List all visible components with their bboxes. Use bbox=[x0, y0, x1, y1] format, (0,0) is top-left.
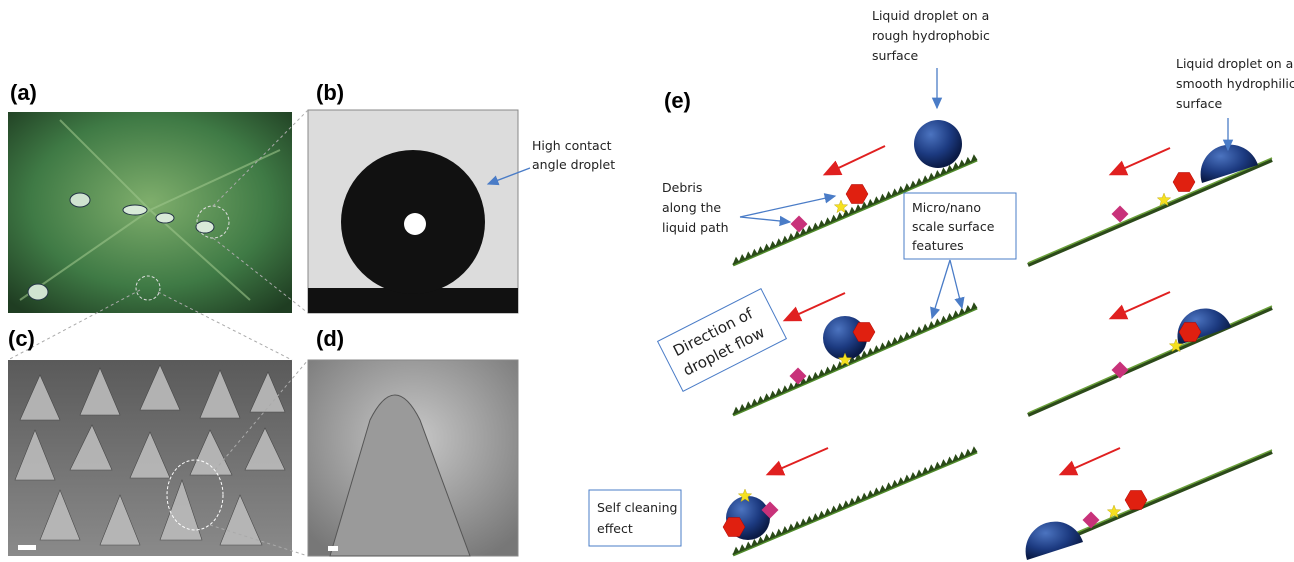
debris-hexagon bbox=[846, 184, 868, 203]
callout-arrow bbox=[950, 260, 962, 308]
panel-b bbox=[308, 110, 518, 313]
panel-label: (e) bbox=[664, 88, 691, 113]
annotation: along the bbox=[662, 200, 721, 215]
panel-label: (d) bbox=[316, 326, 344, 351]
annotation: features bbox=[912, 238, 964, 253]
debris-hexagon bbox=[1173, 172, 1195, 191]
surface bbox=[1028, 308, 1272, 415]
callout-box bbox=[589, 490, 681, 546]
annotation: smooth hydrophilic bbox=[1176, 76, 1294, 91]
annotation: surface bbox=[1176, 96, 1223, 111]
callout-arrow bbox=[932, 260, 950, 318]
droplet bbox=[914, 120, 962, 168]
panel-a bbox=[8, 112, 292, 313]
flow-arrow bbox=[1066, 448, 1120, 472]
annotation: surface bbox=[872, 48, 919, 63]
surface-features bbox=[733, 447, 977, 555]
annotation: angle droplet bbox=[532, 157, 615, 172]
panel-label: (b) bbox=[316, 80, 344, 105]
callout-arrow bbox=[740, 217, 790, 222]
annotation: High contact bbox=[532, 138, 612, 153]
surface bbox=[1028, 306, 1272, 413]
annotation: Micro/nano bbox=[912, 200, 981, 215]
debris-diamond bbox=[791, 216, 808, 233]
panel-c bbox=[8, 360, 292, 556]
flow-box: Direction of droplet flow bbox=[658, 289, 787, 392]
annotation: rough hydrophobic bbox=[872, 28, 990, 43]
annotation: scale surface bbox=[912, 219, 995, 234]
panel-label: (c) bbox=[8, 326, 35, 351]
panel-e bbox=[723, 120, 1272, 560]
annotation: Liquid droplet on a bbox=[1176, 56, 1293, 71]
flow-arrow bbox=[1116, 292, 1170, 316]
droplet bbox=[1026, 522, 1083, 560]
annotation: Self cleaning bbox=[597, 500, 677, 515]
debris-diamond bbox=[1112, 206, 1129, 223]
figure: (a) (b) (c) (d) (e) High contact angle d… bbox=[0, 0, 1294, 562]
annotation: effect bbox=[597, 521, 633, 536]
annotation: Debris bbox=[662, 180, 702, 195]
panel-d bbox=[308, 360, 518, 556]
callout-arrow bbox=[740, 196, 835, 217]
flow-arrow bbox=[1116, 148, 1170, 172]
annotation: Liquid droplet on a bbox=[872, 8, 989, 23]
flow-arrow bbox=[830, 146, 885, 172]
surface bbox=[1028, 158, 1272, 263]
annotation: liquid path bbox=[662, 220, 729, 235]
panel-label: (a) bbox=[10, 80, 37, 105]
flow-arrow bbox=[790, 293, 845, 318]
flow-arrow bbox=[773, 448, 828, 472]
surface bbox=[1028, 160, 1272, 265]
